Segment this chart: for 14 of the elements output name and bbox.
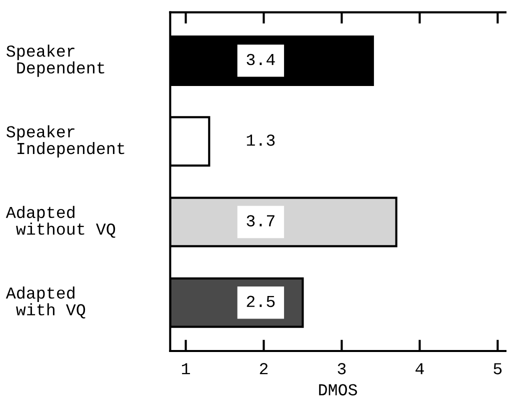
x-axis-title: DMOS (319, 384, 357, 396)
data-label: 2.5 (246, 296, 275, 308)
x-tick-label: 2 (260, 363, 268, 374)
y-tick-label: Speaker Dependent (6, 44, 104, 77)
data-label: 3.7 (246, 215, 274, 226)
x-tick-label: 4 (416, 363, 424, 374)
y-tick-label: Speaker Independent (6, 125, 124, 158)
data-label: 1.3 (246, 134, 275, 146)
x-tick-label: 3 (338, 363, 346, 374)
x-tick-label: 1 (182, 363, 190, 374)
y-tick-label: Adapted without VQ (6, 206, 116, 238)
y-tick-label: Adapted with VQ (6, 286, 86, 318)
x-tick-label: 5 (494, 363, 502, 374)
data-label: 3.4 (246, 54, 275, 66)
